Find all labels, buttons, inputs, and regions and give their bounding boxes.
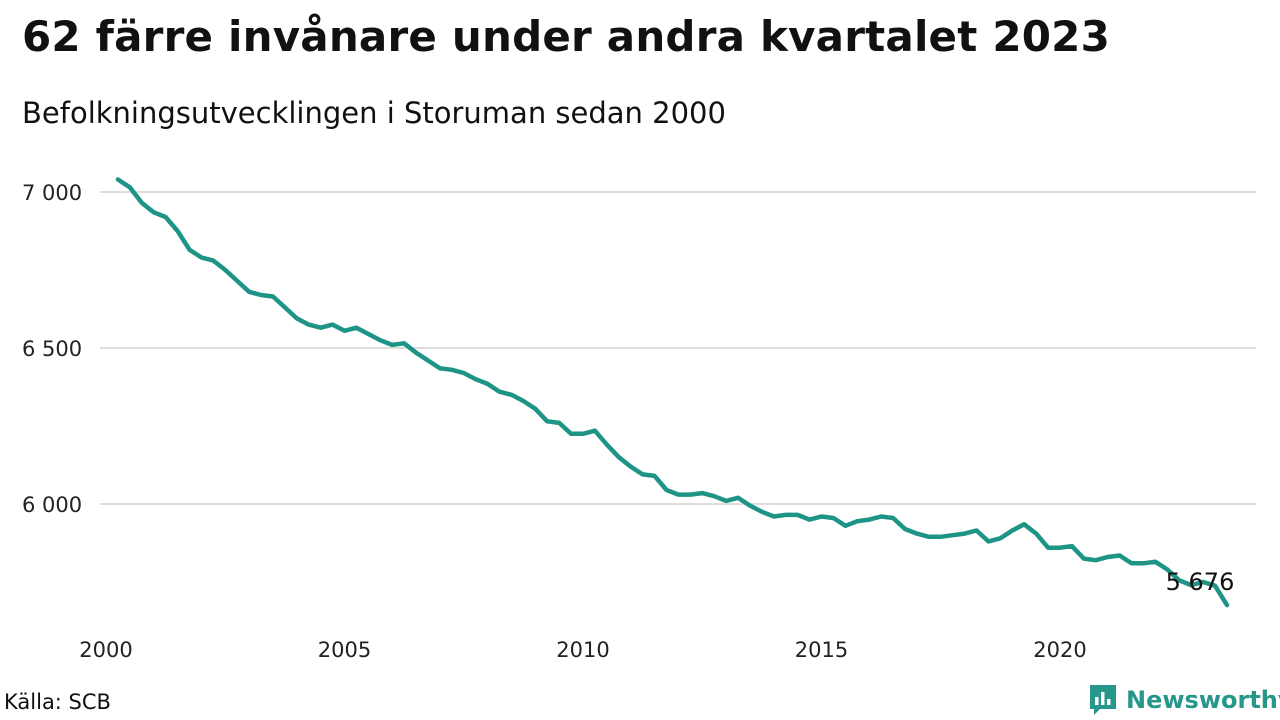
brand-logo[interactable]: Newsworthy: [1088, 683, 1280, 717]
y-tick-label: 6 000: [22, 493, 82, 517]
chart-logo-icon: [1090, 685, 1116, 715]
chart-subtitle: Befolkningsutvecklingen i Storuman sedan…: [22, 96, 726, 130]
series-lines: [115, 177, 1230, 608]
x-tick-label: 2000: [79, 638, 132, 662]
series-line: [115, 177, 1230, 608]
end-value-label: 5 676: [1166, 568, 1235, 596]
chart-title: 62 färre invånare under andra kvartalet …: [22, 12, 1111, 61]
y-axis-ticks: 6 000 6 500 7 000: [22, 181, 82, 517]
brand-name: Newsworthy: [1126, 686, 1280, 714]
y-tick-label: 6 500: [22, 337, 82, 361]
data-labels: 5 676: [1166, 568, 1235, 596]
x-tick-label: 2020: [1033, 638, 1086, 662]
gridlines: [100, 191, 1256, 505]
x-tick-label: 2015: [795, 638, 848, 662]
source-note: Källa: SCB: [4, 690, 111, 714]
x-axis-ticks: 2000 2005 2010 2015 2020: [79, 638, 1086, 662]
y-tick-label: 7 000: [22, 181, 82, 205]
x-tick-label: 2010: [556, 638, 609, 662]
x-tick-label: 2005: [318, 638, 371, 662]
